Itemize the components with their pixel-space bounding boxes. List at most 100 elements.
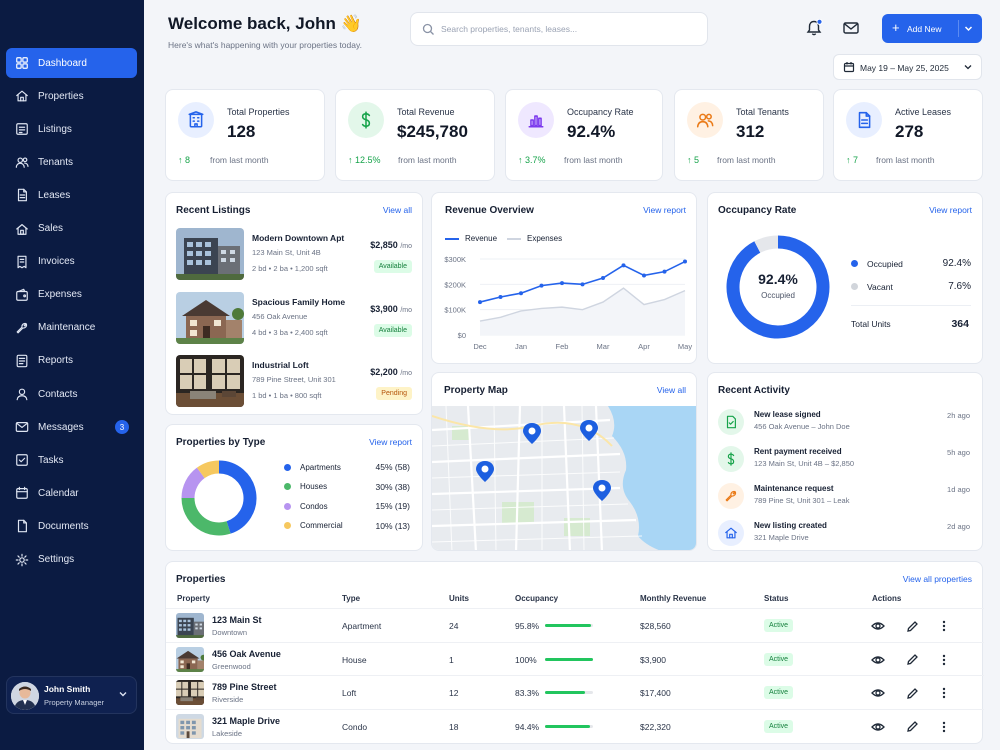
sidebar-item-calendar[interactable]: Calendar [6, 478, 137, 508]
more-options-icon[interactable] [936, 719, 952, 735]
listing-item[interactable]: Industrial Loft 789 Pine Street, Unit 30… [176, 355, 412, 407]
report-icon [14, 353, 30, 369]
view-icon[interactable] [870, 719, 886, 735]
edit-icon[interactable] [904, 719, 920, 735]
listing-item[interactable]: Spacious Family Home 456 Oak Avenue 4 bd… [176, 291, 412, 344]
view-type-report-link[interactable]: View report [369, 437, 412, 447]
activity-subtitle: 456 Oak Avenue – John Doe [754, 422, 850, 431]
sidebar-item-settings[interactable]: Settings [6, 545, 137, 575]
sidebar-item-invoices[interactable]: Invoices [6, 247, 137, 277]
sidebar-item-maintenance[interactable]: Maintenance [6, 313, 137, 343]
mail-icon[interactable] [842, 20, 860, 36]
type-legend-commercial: Commercial 10% (13) [284, 521, 410, 531]
view-all-properties-link[interactable]: View all properties [902, 574, 972, 584]
sidebar-item-sales[interactable]: Sales [6, 214, 137, 244]
date-range-label: May 19 – May 25, 2025 [860, 63, 949, 73]
donut-slice-condos [181, 467, 205, 499]
sidebar-item-properties[interactable]: Properties [6, 81, 137, 111]
sidebar-item-documents[interactable]: Documents [6, 511, 137, 541]
property-occupancy: 95.8% [515, 621, 540, 631]
sidebar-item-expenses[interactable]: Expenses [6, 280, 137, 310]
listing-photo [176, 355, 244, 407]
stat-card-total-tenants: Total Tenants 312 ↑ 5 from last month [674, 89, 824, 181]
stat-value: 128 [227, 122, 256, 141]
notification-bell-icon[interactable] [805, 18, 823, 37]
sidebar-item-reports[interactable]: Reports [6, 346, 137, 376]
sidebar-item-tasks[interactable]: Tasks [6, 445, 137, 475]
occupancy-bar-fill [545, 691, 585, 694]
property-area: Greenwood [212, 661, 251, 671]
activity-title: New listing created [754, 521, 827, 530]
sidebar-item-tenants[interactable]: Tenants [6, 147, 137, 177]
view-occupancy-report-link[interactable]: View report [929, 205, 972, 215]
sidebar-item-label: Contacts [38, 388, 78, 400]
activity-item[interactable]: Maintenance request 789 Pine St, Unit 30… [708, 481, 982, 515]
view-revenue-report-link[interactable]: View report [643, 205, 686, 215]
sidebar-item-label: Expenses [38, 289, 82, 301]
building-icon [178, 102, 214, 138]
dashboard-icon [14, 55, 30, 71]
search-input[interactable]: Search properties, tenants, leases... [410, 12, 708, 46]
wallet-icon [14, 287, 30, 303]
donut-slice-houses [181, 497, 231, 536]
sidebar-item-listings[interactable]: Listings [6, 114, 137, 144]
sidebar-item-label: Settings [38, 554, 75, 565]
x-tick-label: Jan [515, 342, 527, 351]
edit-icon[interactable] [904, 618, 920, 634]
add-new-button[interactable]: + Add New [882, 14, 982, 43]
stat-value: 278 [895, 122, 924, 141]
edit-icon[interactable] [904, 652, 920, 668]
view-all-listings-link[interactable]: View all [382, 205, 412, 215]
view-map-link[interactable]: View all [656, 385, 686, 395]
table-row[interactable]: 321 Maple Drive Lakeside Condo 18 94.4% … [166, 708, 984, 742]
stat-card-total-properties: Total Properties 128 ↑ 8 from last month [165, 89, 325, 181]
stat-card-active-leases: Active Leases 278 ↑ 7 from last month [833, 89, 983, 181]
property-revenue: $28,560 [640, 621, 671, 631]
chevron-down-icon[interactable] [963, 23, 974, 37]
occupancy-bar [545, 691, 593, 694]
activity-time: 2h ago [947, 411, 970, 420]
activity-subtitle: 789 Pine St, Unit 301 – Leak [754, 496, 850, 505]
user-menu[interactable]: John Smith Property Manager [6, 676, 137, 714]
listing-photo [176, 228, 244, 280]
date-range-picker[interactable]: May 19 – May 25, 2025 [833, 54, 982, 80]
sidebar-item-leases[interactable]: Leases [6, 180, 137, 210]
table-row[interactable]: 123 Main St Downtown Apartment 24 95.8% … [166, 608, 984, 641]
listing-price: $2,850 /mo [370, 240, 412, 250]
listing-specs: 4 bd • 3 ba • 2,400 sqft [252, 327, 328, 337]
table-row[interactable]: 789 Pine Street Riverside Loft 12 83.3% … [166, 675, 984, 708]
view-icon[interactable] [870, 652, 886, 668]
listing-specs: 2 bd • 2 ba • 1,200 sqft [252, 264, 328, 273]
activity-item[interactable]: Rent payment received 123 Main St, Unit … [708, 444, 982, 478]
activity-subtitle: 123 Main St, Unit 4B – $2,850 [754, 459, 855, 468]
listing-item[interactable]: Modern Downtown Apt 123 Main St, Unit 4B… [176, 228, 412, 280]
sidebar-item-dashboard[interactable]: Dashboard [6, 48, 137, 78]
activity-subtitle: 321 Maple Drive [754, 533, 809, 542]
search-placeholder: Search properties, tenants, leases... [441, 24, 578, 34]
messages-badge: 3 [115, 420, 129, 435]
sidebar-item-messages[interactable]: Messages 3 [6, 412, 137, 442]
chevron-down-icon[interactable] [118, 689, 128, 702]
more-options-icon[interactable] [936, 652, 952, 668]
view-icon[interactable] [870, 618, 886, 634]
more-options-icon[interactable] [936, 618, 952, 634]
x-tick-label: Apr [638, 342, 650, 351]
listing-name: Industrial Loft [252, 360, 309, 370]
wrench-icon [14, 320, 30, 336]
lease-icon [846, 102, 882, 138]
activity-title: Maintenance request [754, 484, 834, 493]
sidebar-item-contacts[interactable]: Contacts [6, 379, 137, 409]
table-row[interactable]: 456 Oak Avenue Greenwood House 1 100% $3… [166, 641, 984, 675]
edit-icon[interactable] [904, 685, 920, 701]
revenue-line [479, 260, 686, 303]
property-map[interactable] [432, 406, 697, 551]
calendar-icon [14, 485, 30, 501]
property-name: 456 Oak Avenue [212, 648, 281, 659]
more-options-icon[interactable] [936, 685, 952, 701]
view-icon[interactable] [870, 685, 886, 701]
activity-item[interactable]: New lease signed 456 Oak Avenue – John D… [708, 407, 982, 441]
revenue-point [621, 263, 626, 268]
status-badge: Active [764, 719, 794, 733]
activity-item[interactable]: New listing created 321 Maple Drive 2d a… [708, 518, 982, 552]
search-icon [422, 23, 435, 39]
